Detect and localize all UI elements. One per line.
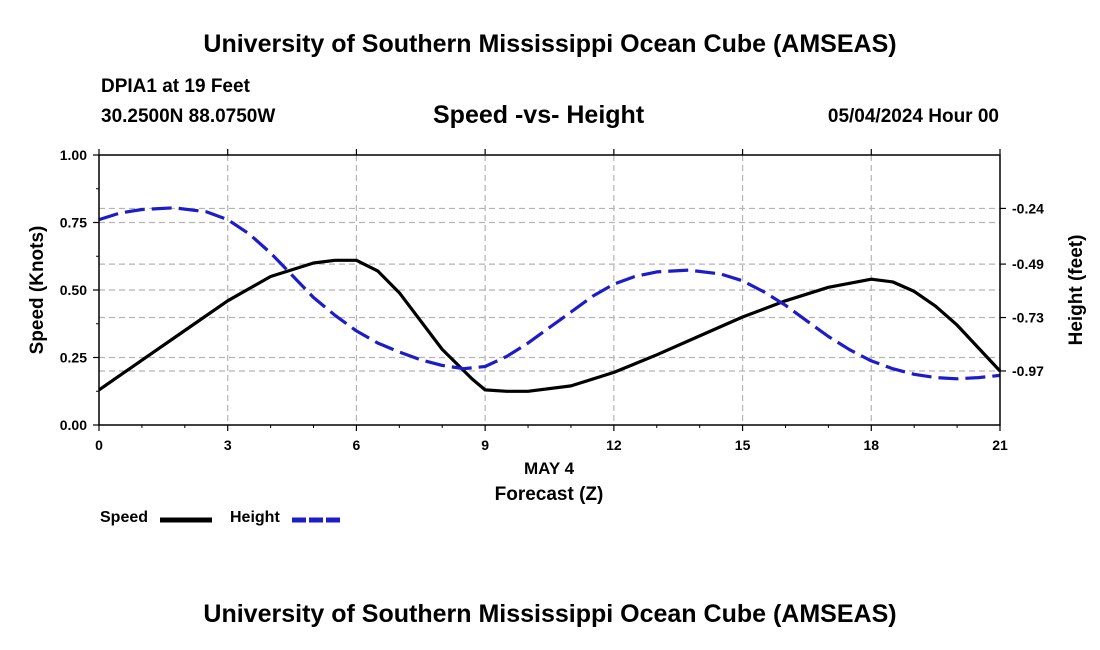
- x-axis-date-label: MAY 4: [524, 459, 575, 478]
- axis-ticks: 0 3 6 9 12 15 18 21 0.00 0.25 0.50 0.75 1.00 -0.24 -0.…: [60, 147, 1044, 453]
- legend-swatch-speed: [160, 517, 212, 523]
- x-tick-label: 3: [224, 437, 232, 453]
- series-lines: [98, 206, 1002, 393]
- footer-title: University of Southern Mississippi Ocean…: [203, 600, 897, 628]
- legend-label-height: Height: [230, 509, 280, 526]
- x-tick-label: 0: [95, 437, 103, 453]
- x-axis-label: Forecast (Z): [495, 484, 604, 505]
- forecast-date: 05/04/2024 Hour 00: [827, 106, 999, 127]
- x-tick-label: 18: [863, 437, 879, 453]
- y-tick-label: 0.75: [60, 215, 87, 231]
- legend-swatch-height: [292, 517, 342, 523]
- y-tick-label: 0.25: [60, 350, 87, 366]
- grid-lines: [99, 155, 1000, 425]
- chart-title: Speed -vs- Height: [433, 101, 645, 129]
- station-coordinates: 30.2500N 88.0750W: [101, 106, 276, 127]
- y2-tick-label: -0.49: [1012, 256, 1044, 272]
- y-tick-label: 1.00: [60, 147, 87, 163]
- plot-frame: [98, 154, 1001, 426]
- legend-label-speed: Speed: [100, 509, 149, 526]
- x-tick-label: 6: [353, 437, 361, 453]
- x-tick-label: 12: [606, 437, 622, 453]
- y2-tick-label: -0.24: [1012, 200, 1044, 216]
- legend: Speed: [100, 509, 148, 531]
- series-line-speed: [98, 258, 1002, 393]
- station-name: DPIA1 at 19 Feet: [101, 76, 250, 97]
- series-line-height: [98, 206, 1001, 381]
- legend-item-height: Height: [230, 509, 280, 531]
- y-tick-label: 0.00: [60, 417, 87, 433]
- page-title: University of Southern Mississippi Ocean…: [203, 30, 897, 58]
- y-axis-label: Speed (Knots): [27, 226, 48, 355]
- y2-axis-label: Height (feet): [1066, 235, 1087, 346]
- x-tick-label: 15: [735, 437, 751, 453]
- y-tick-label: 0.50: [60, 282, 87, 298]
- y2-tick-label: -0.73: [1012, 310, 1044, 326]
- x-tick-label: 21: [992, 437, 1008, 453]
- speed-height-chart: 0 3 6 9 12 15 18 21 0.00 0.25 0.50 0.75 1.00 -0.24 -0.…: [27, 147, 1087, 505]
- y2-tick-label: -0.97: [1012, 363, 1044, 379]
- x-tick-label: 9: [481, 437, 489, 453]
